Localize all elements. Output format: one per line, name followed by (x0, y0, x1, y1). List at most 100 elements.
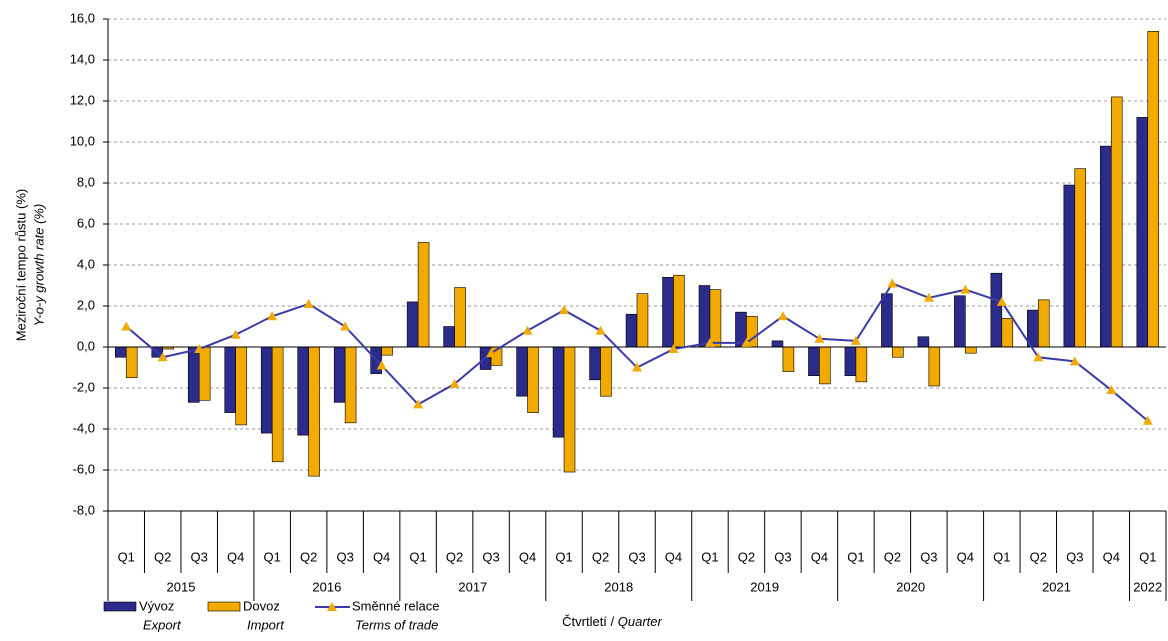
x-tick-label: Q3 (336, 549, 353, 564)
x-tick-label: Q4 (957, 549, 974, 564)
legend-label-en: Terms of trade (355, 617, 438, 632)
bar (406, 301, 419, 348)
bar (308, 346, 320, 477)
x-tick-label: Q2 (1030, 549, 1047, 564)
bar (344, 346, 357, 424)
marker (267, 311, 278, 321)
marker (1142, 415, 1153, 425)
bar (224, 346, 236, 413)
bar (552, 346, 565, 438)
bar (417, 242, 430, 348)
marker (1069, 356, 1080, 366)
marker (1033, 352, 1044, 362)
legend-label: Směnné relace (352, 598, 439, 613)
bar (1074, 168, 1087, 348)
bar (709, 289, 722, 348)
bar (600, 346, 612, 397)
marker (777, 311, 788, 321)
bar (260, 346, 273, 434)
legend-marker (327, 602, 337, 611)
y-tick-label: 12,0 (70, 92, 95, 107)
year-label: 2020 (896, 579, 925, 594)
year-label: 2022 (1133, 579, 1162, 594)
bar (563, 346, 576, 473)
legend-label: Dovoz (243, 598, 280, 613)
x-tick-label: Q3 (1066, 549, 1083, 564)
x-axis-title: Čtvrtletí / Quarter (562, 614, 662, 629)
bar (965, 346, 977, 354)
legend-label-en: Import (247, 617, 285, 632)
year-label: 2021 (1042, 579, 1071, 594)
bar (381, 346, 393, 356)
bar (928, 346, 941, 387)
marker (121, 321, 132, 331)
bar (771, 340, 784, 348)
marker (923, 292, 934, 302)
x-tick-label: Q3 (774, 549, 791, 564)
bar (698, 285, 711, 348)
year-label: 2017 (458, 579, 487, 594)
x-tick-label: Q4 (811, 549, 828, 564)
x-tick-label: Q3 (628, 549, 645, 564)
bar (990, 272, 1003, 348)
bar (1038, 299, 1050, 348)
x-tick-label: Q2 (300, 549, 317, 564)
marker (559, 305, 570, 315)
bar (954, 295, 966, 348)
marker (850, 335, 861, 345)
marker (632, 362, 642, 372)
marker (741, 337, 752, 347)
year-label: 2015 (167, 579, 196, 594)
marker (230, 329, 241, 339)
x-tick-label: Q1 (409, 549, 426, 564)
marker (376, 360, 387, 370)
bar (589, 346, 601, 381)
bar (527, 346, 539, 413)
y-tick-label: -8,0 (73, 502, 95, 517)
x-tick-label: Q1 (1139, 549, 1156, 564)
marker (194, 344, 205, 354)
bar (625, 313, 638, 348)
x-tick-label: Q2 (446, 549, 463, 564)
bar (636, 293, 649, 348)
x-tick-label: Q1 (847, 549, 864, 564)
bar (333, 346, 346, 403)
marker (486, 348, 497, 358)
bar (1136, 117, 1149, 348)
bar (819, 346, 831, 385)
x-tick-label: Q2 (592, 549, 609, 564)
y-tick-label: 14,0 (70, 51, 95, 66)
x-tick-label: Q1 (701, 549, 718, 564)
marker (814, 333, 825, 343)
x-axis-title-cz: Čtvrtletí / (562, 614, 614, 629)
bar (662, 276, 674, 348)
marker (704, 337, 715, 347)
y-tick-label: 2,0 (77, 297, 95, 312)
y-tick-label: 16,0 (70, 10, 95, 25)
bar (297, 346, 309, 436)
x-tick-label: Q4 (373, 549, 390, 564)
marker (996, 296, 1007, 306)
x-tick-label: Q4 (665, 549, 682, 564)
marker (668, 344, 679, 354)
y-tick-label: 6,0 (77, 215, 95, 230)
year-label: 2016 (312, 579, 341, 594)
marker (303, 298, 314, 308)
x-tick-label: Q1 (993, 549, 1010, 564)
bar (187, 346, 200, 403)
marker (1106, 385, 1117, 395)
legend-swatch (103, 601, 137, 612)
x-tick-label: Q2 (154, 549, 171, 564)
marker (413, 399, 424, 409)
y-axis-title-en: Y-o-y growth rate (%) (31, 204, 46, 327)
x-tick-label: Q4 (227, 549, 244, 564)
bar (881, 293, 893, 348)
y-tick-label: -6,0 (73, 461, 95, 476)
bar (235, 346, 247, 426)
legend-swatch (207, 601, 241, 612)
legend-label-en: Export (143, 617, 182, 632)
bar (855, 346, 868, 383)
year-label: 2019 (750, 579, 779, 594)
bar (917, 336, 930, 348)
